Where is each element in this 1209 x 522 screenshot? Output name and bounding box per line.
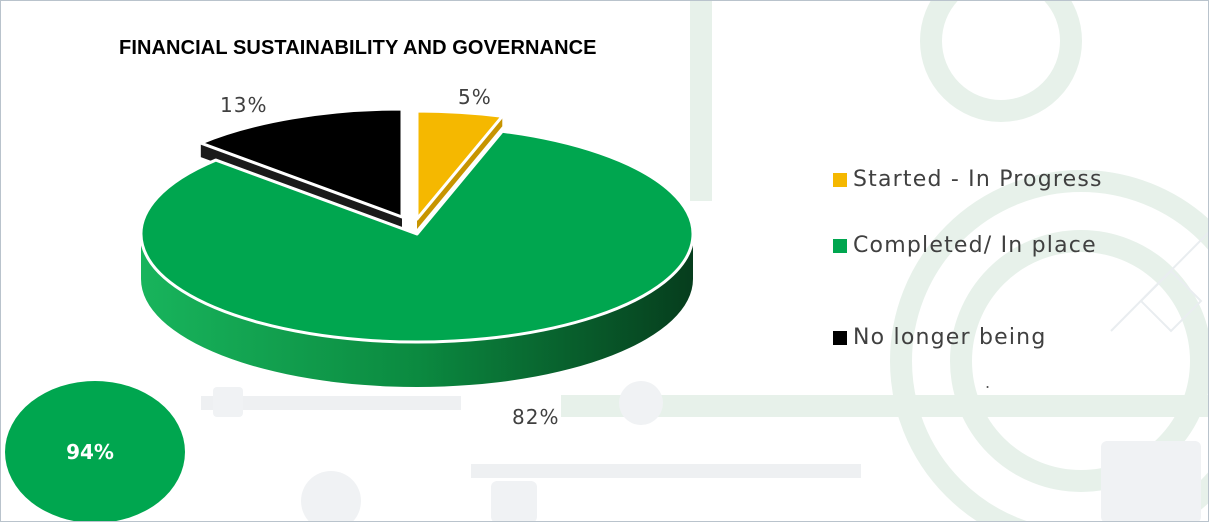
legend-label-started: Started - In Progress <box>853 167 1103 192</box>
badge-value: 94% <box>66 440 114 464</box>
summary-badge: 94% <box>5 381 185 521</box>
data-label-no-longer: 13% <box>220 93 268 117</box>
data-label-completed: 82% <box>512 405 560 429</box>
legend-label-completed: Completed/ In place <box>853 233 1097 258</box>
pie-side-completed <box>141 234 693 387</box>
legend-swatch-started <box>833 172 847 187</box>
legend-swatch-completed <box>833 238 847 253</box>
legend-item-started: Started - In Progress <box>833 167 1103 192</box>
legend-label-no-longer: No longer being <box>853 325 1047 350</box>
pie-cut-started <box>417 116 503 229</box>
legend-stray-mark: . <box>985 373 991 392</box>
pie-slice-started <box>415 109 504 221</box>
data-label-started: 5% <box>458 85 492 109</box>
legend-item-no-longer: No longer being <box>833 325 1046 350</box>
legend-item-completed: Completed/ In place <box>833 233 1097 258</box>
legend-swatch-no-longer <box>833 330 847 345</box>
chart-title: FINANCIAL SUSTAINABILITY AND GOVERNANCE <box>119 37 597 59</box>
pie-slice-completed <box>139 129 695 344</box>
pie-slice-no-longer <box>199 107 404 219</box>
